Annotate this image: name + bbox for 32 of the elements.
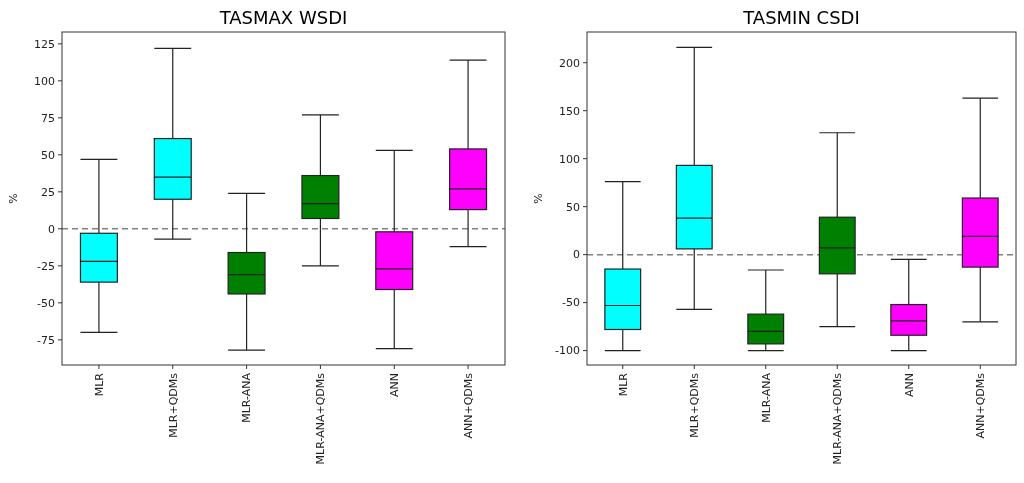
- y-tick-label: -100: [555, 344, 580, 358]
- x-tick-label: MLR: [616, 372, 630, 397]
- y-axis-title: %: [7, 193, 20, 204]
- y-tick-label: 0: [573, 248, 580, 262]
- x-tick-label: MLR-ANA: [240, 372, 254, 423]
- y-tick-label: 75: [41, 111, 55, 125]
- x-tick-label: MLR+QDMs: [166, 372, 180, 438]
- y-tick-label: 50: [41, 148, 55, 162]
- y-tick-label: 0: [48, 222, 55, 236]
- x-tick-label: MLR: [92, 372, 106, 397]
- x-tick-label: MLR-ANA+QDMs: [831, 372, 845, 465]
- y-tick-label: 100: [34, 74, 55, 88]
- x-tick-label: ANN+QDMs: [461, 372, 475, 439]
- y-tick-label: 25: [41, 185, 55, 199]
- y-tick-label: -25: [37, 259, 55, 273]
- x-tick-label: MLR-ANA+QDMs: [314, 372, 328, 465]
- chart-title: TASMAX WSDI: [218, 7, 348, 28]
- chart-title: TASMIN CSDI: [742, 7, 860, 28]
- y-tick-label: 150: [559, 104, 580, 118]
- y-tick-label: -50: [37, 296, 55, 310]
- y-tick-label: -50: [562, 296, 580, 310]
- y-tick-label: 100: [559, 152, 580, 166]
- x-tick-label: ANN: [902, 373, 916, 397]
- y-tick-label: 125: [34, 37, 55, 51]
- y-axis-title: %: [532, 193, 545, 204]
- y-tick-label: 50: [566, 200, 580, 214]
- y-tick-label: 200: [559, 56, 580, 70]
- x-tick-label: MLR-ANA: [759, 372, 773, 423]
- x-tick-label: ANN: [388, 373, 402, 397]
- x-tick-label: MLR+QDMs: [688, 372, 702, 438]
- y-tick-label: -75: [37, 333, 55, 347]
- x-tick-label: ANN+QDMs: [974, 372, 988, 439]
